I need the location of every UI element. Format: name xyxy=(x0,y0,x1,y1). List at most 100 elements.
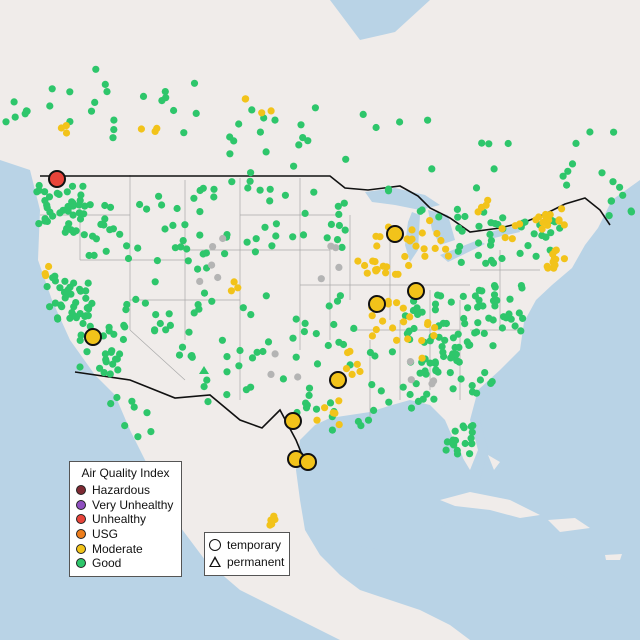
good-monitor-dot[interactable] xyxy=(423,390,431,398)
moderate-monitor-dot[interactable] xyxy=(268,520,276,528)
good-monitor-dot[interactable] xyxy=(79,319,87,328)
moderate-monitor-dot[interactable] xyxy=(227,287,235,295)
good-monitor-dot[interactable] xyxy=(173,204,181,213)
moderate-monitor-dot[interactable] xyxy=(368,312,376,320)
good-monitor-dot[interactable] xyxy=(290,162,298,170)
good-monitor-dot[interactable] xyxy=(388,348,396,356)
good-monitor-dot[interactable] xyxy=(564,167,572,175)
good-monitor-dot[interactable] xyxy=(272,232,280,240)
good-monitor-dot[interactable] xyxy=(457,375,465,383)
good-monitor-dot[interactable] xyxy=(80,210,88,218)
moderate-monitor-dot[interactable] xyxy=(379,317,387,325)
good-monitor-dot[interactable] xyxy=(335,210,343,218)
good-monitor-dot[interactable] xyxy=(461,320,469,328)
good-monitor-dot[interactable] xyxy=(204,398,212,406)
good-monitor-dot[interactable] xyxy=(301,319,309,327)
moderate-monitor-dot[interactable] xyxy=(384,300,392,308)
good-monitor-dot[interactable] xyxy=(143,409,151,417)
no_data-monitor-dot[interactable] xyxy=(406,358,414,366)
good-monitor-dot[interactable] xyxy=(162,326,170,334)
good-monitor-dot[interactable] xyxy=(454,213,462,221)
moderate-monitor-dot[interactable] xyxy=(313,416,321,424)
good-monitor-dot[interactable] xyxy=(97,220,105,228)
good-monitor-dot[interactable] xyxy=(184,257,192,265)
good-monitor-dot[interactable] xyxy=(485,140,493,148)
good-monitor-dot[interactable] xyxy=(92,235,100,243)
good-monitor-dot[interactable] xyxy=(46,102,54,110)
good-monitor-dot[interactable] xyxy=(418,206,426,214)
good-monitor-dot[interactable] xyxy=(312,330,320,338)
moderate-monitor-dot[interactable] xyxy=(241,95,249,103)
good-monitor-dot[interactable] xyxy=(87,107,96,115)
good-monitor-dot[interactable] xyxy=(449,436,457,444)
good-monitor-dot[interactable] xyxy=(342,155,350,163)
good-monitor-dot[interactable] xyxy=(243,238,251,246)
good-monitor-dot[interactable] xyxy=(76,215,85,223)
good-monitor-dot[interactable] xyxy=(130,403,138,411)
good-monitor-dot[interactable] xyxy=(86,201,94,209)
good-monitor-dot[interactable] xyxy=(453,205,461,213)
good-monitor-dot[interactable] xyxy=(35,220,43,228)
moderate-monitor-dot[interactable] xyxy=(335,397,343,405)
good-monitor-dot[interactable] xyxy=(85,303,93,311)
good-monitor-dot[interactable] xyxy=(66,88,74,96)
temporary-monitor-unhealthy[interactable] xyxy=(48,170,66,188)
good-monitor-dot[interactable] xyxy=(511,322,519,330)
good-monitor-dot[interactable] xyxy=(165,310,173,318)
no_data-monitor-dot[interactable] xyxy=(209,243,217,251)
good-monitor-dot[interactable] xyxy=(155,192,163,200)
good-monitor-dot[interactable] xyxy=(108,347,116,355)
good-monitor-dot[interactable] xyxy=(441,336,449,344)
good-monitor-dot[interactable] xyxy=(297,121,305,129)
good-monitor-dot[interactable] xyxy=(153,257,161,265)
good-monitor-dot[interactable] xyxy=(493,296,501,304)
moderate-monitor-dot[interactable] xyxy=(477,203,486,211)
good-monitor-dot[interactable] xyxy=(340,199,348,207)
good-monitor-dot[interactable] xyxy=(542,233,550,241)
good-monitor-dot[interactable] xyxy=(63,188,71,196)
good-monitor-dot[interactable] xyxy=(210,185,218,193)
good-monitor-dot[interactable] xyxy=(468,440,476,448)
good-monitor-dot[interactable] xyxy=(474,251,482,259)
good-monitor-dot[interactable] xyxy=(48,85,56,93)
good-monitor-dot[interactable] xyxy=(505,310,513,318)
good-monitor-dot[interactable] xyxy=(106,203,115,211)
good-monitor-dot[interactable] xyxy=(208,297,216,305)
good-monitor-dot[interactable] xyxy=(151,278,159,286)
good-monitor-dot[interactable] xyxy=(203,376,211,384)
good-monitor-dot[interactable] xyxy=(199,250,207,258)
moderate-monitor-dot[interactable] xyxy=(418,229,426,237)
good-monitor-dot[interactable] xyxy=(251,248,259,256)
good-monitor-dot[interactable] xyxy=(158,201,166,209)
moderate-monitor-dot[interactable] xyxy=(431,244,439,252)
moderate-monitor-dot[interactable] xyxy=(544,264,552,272)
moderate-monitor-dot[interactable] xyxy=(549,250,557,258)
no_data-monitor-dot[interactable] xyxy=(267,370,275,378)
moderate-monitor-dot[interactable] xyxy=(550,260,558,268)
moderate-monitor-dot[interactable] xyxy=(544,221,552,229)
good-monitor-dot[interactable] xyxy=(323,234,331,242)
good-monitor-dot[interactable] xyxy=(305,391,313,399)
good-monitor-dot[interactable] xyxy=(246,177,254,185)
good-monitor-dot[interactable] xyxy=(169,221,177,229)
moderate-monitor-dot[interactable] xyxy=(363,269,371,277)
good-monitor-dot[interactable] xyxy=(424,116,432,124)
good-monitor-dot[interactable] xyxy=(194,265,202,273)
no_data-monitor-dot[interactable] xyxy=(196,277,204,285)
no_data-monitor-dot[interactable] xyxy=(294,373,302,381)
good-monitor-dot[interactable] xyxy=(403,330,411,338)
good-monitor-dot[interactable] xyxy=(121,422,129,430)
moderate-monitor-dot[interactable] xyxy=(376,233,384,241)
moderate-monitor-dot[interactable] xyxy=(153,124,161,132)
moderate-monitor-dot[interactable] xyxy=(379,262,387,270)
good-monitor-dot[interactable] xyxy=(431,306,439,314)
no_data-monitor-dot[interactable] xyxy=(317,275,325,283)
good-monitor-dot[interactable] xyxy=(457,258,465,266)
good-monitor-dot[interactable] xyxy=(466,450,474,458)
no_data-monitor-dot[interactable] xyxy=(214,273,222,282)
good-monitor-dot[interactable] xyxy=(226,150,234,158)
good-monitor-dot[interactable] xyxy=(46,303,54,311)
moderate-monitor-dot[interactable] xyxy=(412,242,420,250)
good-monitor-dot[interactable] xyxy=(58,303,66,311)
good-monitor-dot[interactable] xyxy=(247,169,255,177)
